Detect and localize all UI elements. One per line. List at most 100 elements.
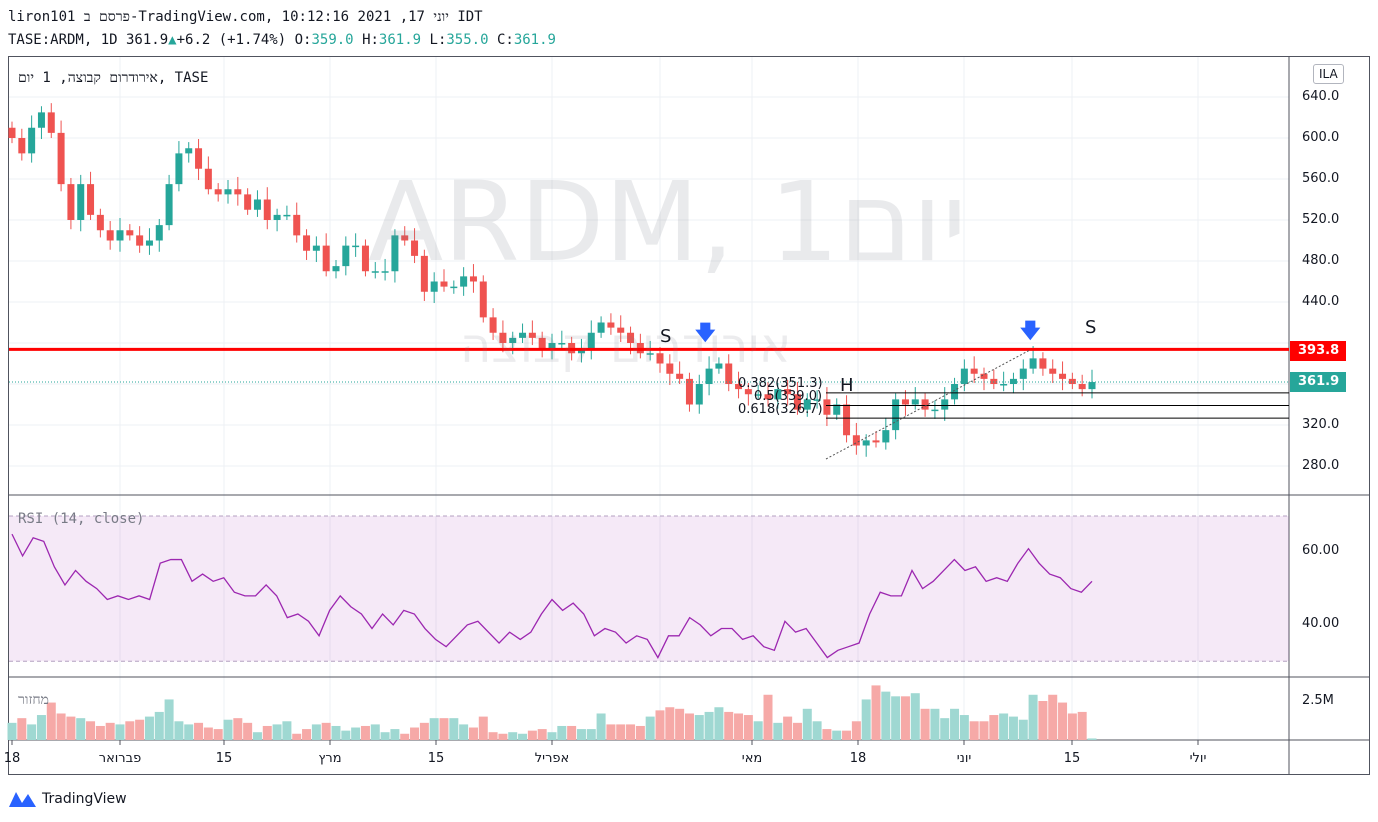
- volume-bar: [331, 725, 341, 740]
- candle-body: [430, 281, 438, 292]
- candle-body: [460, 276, 468, 287]
- candle-body: [656, 353, 664, 364]
- time-tick: 15: [1063, 751, 1081, 766]
- candle-body: [548, 343, 556, 349]
- volume-bar: [360, 725, 370, 740]
- volume-bar: [802, 708, 812, 740]
- tradingview-logo[interactable]: TradingView: [8, 789, 127, 809]
- candle-body: [803, 399, 811, 410]
- volume-bar: [439, 718, 449, 740]
- low-value: 355.0: [446, 32, 489, 48]
- volume-bar: [508, 732, 518, 740]
- trend-line: [825, 349, 1031, 460]
- rsi-line: [11, 533, 1093, 659]
- candle-body: [87, 184, 95, 215]
- volume-bar: [66, 716, 76, 740]
- volume-bar: [125, 721, 135, 740]
- volume-bar: [665, 707, 675, 740]
- volume-title: מחזור: [18, 692, 49, 708]
- candle-body: [793, 394, 801, 410]
- volume-bar: [46, 702, 56, 740]
- candle-body: [175, 153, 183, 185]
- candle-body: [921, 399, 929, 410]
- volume-bar: [773, 722, 783, 740]
- candle-body: [155, 225, 163, 241]
- volume-bar: [910, 693, 920, 740]
- volume-bar: [753, 721, 763, 740]
- volume-bar: [262, 725, 272, 740]
- candle-body: [391, 235, 399, 272]
- c-label: C:: [496, 32, 514, 48]
- candle-body: [479, 281, 487, 318]
- candle-body: [872, 440, 880, 443]
- h-label: H:: [362, 32, 379, 48]
- candle-body: [116, 230, 124, 241]
- volume-bar: [989, 715, 999, 740]
- candle-body: [774, 389, 782, 400]
- o-label: O:: [294, 32, 312, 48]
- candle-body: [342, 245, 350, 267]
- volume-bar: [1008, 716, 1018, 740]
- volume-bar: [17, 718, 27, 740]
- volume-bar: [311, 724, 321, 740]
- candle-body: [293, 214, 301, 236]
- candle-body: [234, 189, 242, 195]
- high-value: 361.9: [378, 32, 422, 48]
- candle-body: [1029, 358, 1037, 369]
- volume-bar: [302, 729, 312, 740]
- candle-body: [57, 132, 65, 185]
- volume-bar: [724, 711, 734, 740]
- fib-500: 0.5(339.0): [754, 389, 823, 404]
- rsi-title: RSI (14, close): [18, 511, 145, 527]
- volume-bar: [252, 732, 262, 740]
- volume-bar: [213, 729, 223, 740]
- volume-bar: [842, 730, 852, 740]
- candle-body: [1000, 384, 1008, 386]
- time-tick: 15: [427, 751, 445, 766]
- volume-bar: [478, 716, 488, 740]
- volume-bar: [576, 729, 586, 740]
- time-tick: מרץ: [318, 751, 342, 766]
- price-tick: 560.0: [1302, 171, 1340, 186]
- volume-bar: [429, 718, 439, 740]
- volume-bar: [341, 730, 351, 740]
- volume-bar: [675, 708, 685, 740]
- candle-body: [420, 255, 428, 292]
- volume-bar: [390, 729, 400, 740]
- candle-body: [96, 214, 104, 231]
- watermark: ARDM, 1יום: [368, 158, 967, 286]
- volume-bar: [586, 729, 596, 740]
- volume-bar: [380, 732, 390, 740]
- volume-bar: [999, 713, 1009, 740]
- candle-body: [725, 363, 733, 384]
- candle-body: [1009, 378, 1017, 384]
- candle-body: [597, 322, 605, 333]
- rsi-tick: 60.00: [1302, 543, 1340, 558]
- volume-bar: [459, 724, 469, 740]
- candle-body: [469, 276, 477, 282]
- candle-body: [204, 168, 212, 190]
- volume-bar: [832, 730, 842, 740]
- volume-bar: [400, 733, 410, 740]
- candle-body: [784, 389, 792, 395]
- candle-body: [951, 384, 959, 400]
- chart-frame[interactable]: [8, 56, 1370, 775]
- label-s-left: S: [660, 326, 672, 347]
- resistance-price-label: 393.8: [1290, 341, 1346, 361]
- time-tick: 18: [849, 751, 867, 766]
- candle-body: [754, 394, 762, 396]
- volume-bar: [419, 722, 429, 740]
- volume-bar: [292, 733, 302, 740]
- candle-body: [813, 399, 821, 401]
- volume-bar: [822, 729, 832, 740]
- currency-badge[interactable]: ILA: [1313, 64, 1344, 84]
- volume-bar: [115, 724, 125, 740]
- candle-body: [666, 363, 674, 374]
- close-value: 361.9: [513, 32, 556, 48]
- volume-bar: [86, 721, 96, 740]
- candle-body: [695, 384, 703, 405]
- time-tick: מאי: [741, 751, 763, 766]
- volume-bar: [76, 718, 86, 740]
- candle-body: [558, 343, 566, 345]
